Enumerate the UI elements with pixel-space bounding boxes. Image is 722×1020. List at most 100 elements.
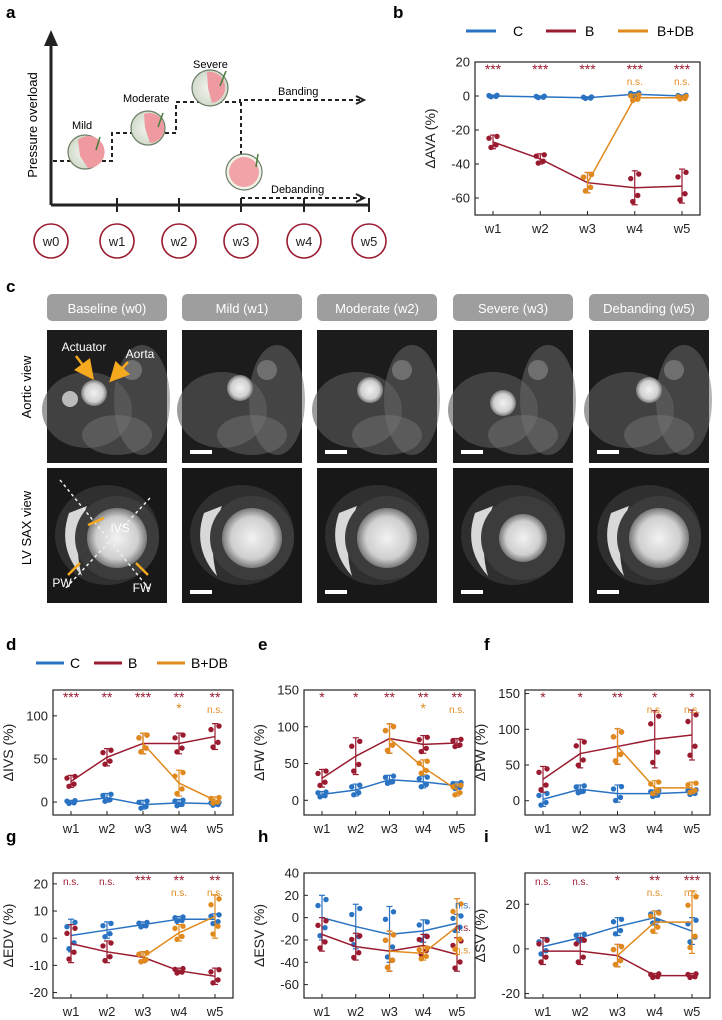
data-point: [612, 931, 619, 937]
y-axis-label: ΔAVA (%): [422, 108, 438, 168]
sig-top-1: n.s.: [572, 877, 588, 888]
x-tick-label-w4: w4: [645, 1004, 663, 1019]
sig-bot-3: n.s.: [647, 888, 663, 899]
x-tick-label-w2: w2: [98, 821, 116, 836]
aorta-label: Aorta: [126, 347, 155, 361]
data-point: [107, 931, 113, 937]
sig-top-0: *: [540, 689, 546, 705]
y-tick-label: 0: [513, 793, 520, 808]
y-tick-label: 50: [506, 758, 520, 773]
data-point: [416, 760, 422, 766]
data-point: [575, 959, 581, 965]
y-axis-label: ΔIVS (%): [0, 724, 16, 782]
sig-top-3: **: [649, 872, 660, 888]
data-point: [692, 933, 698, 939]
data-point: [357, 905, 363, 912]
data-point: [174, 918, 180, 925]
data-point: [100, 943, 106, 949]
legend-b: C B B+DB: [466, 23, 694, 39]
stage-mild-label: Mild: [72, 120, 92, 132]
data-point: [450, 915, 456, 922]
week-label-w3: w3: [232, 234, 250, 249]
data-point: [349, 784, 355, 790]
data-point: [138, 749, 144, 755]
x-tick-label-w2: w2: [98, 1004, 116, 1019]
data-point: [384, 954, 391, 960]
sig-top-3: **: [174, 872, 185, 888]
ivs-arrow: [87, 516, 105, 527]
data-point: [488, 93, 494, 100]
data-point: [650, 790, 656, 797]
data-point: [416, 736, 422, 743]
data-point: [66, 946, 72, 952]
data-point: [71, 949, 77, 955]
data-point: [575, 762, 581, 768]
x-tick-label-w4: w4: [170, 821, 188, 836]
data-point: [610, 946, 617, 953]
data-point: [215, 918, 221, 925]
x-tick-label-w3: w3: [608, 821, 626, 836]
data-point: [424, 933, 430, 940]
data-point: [349, 911, 355, 918]
lvsax-image-1: [182, 468, 302, 603]
legend-d-b: B: [128, 655, 137, 671]
data-point: [617, 927, 624, 934]
panel-letter-f: f: [484, 635, 490, 654]
x-tick-label-w5: w5: [206, 1004, 224, 1019]
data-point: [423, 767, 429, 774]
data-point: [618, 729, 625, 735]
y-tick-label: 100: [277, 719, 299, 734]
data-point: [108, 747, 114, 753]
data-point: [208, 726, 214, 733]
data-point: [494, 133, 500, 140]
data-point: [683, 169, 689, 176]
data-point: [317, 933, 323, 939]
data-point: [357, 782, 363, 788]
data-point: [72, 773, 78, 780]
data-point: [457, 924, 463, 930]
data-point: [317, 945, 323, 951]
aortic-image-0: [42, 330, 170, 463]
x-tick-label-w2: w2: [346, 821, 364, 836]
x-tick-label-w2: w2: [571, 821, 589, 836]
side-label-2: n.s.: [455, 945, 471, 956]
data-point: [538, 951, 544, 957]
series-b: [486, 133, 689, 206]
legend-d-bdb: B+DB: [191, 655, 228, 671]
data-point: [216, 966, 222, 973]
sig-top-3: ***: [627, 61, 644, 77]
data-point: [580, 757, 586, 763]
data-point: [648, 781, 654, 787]
sig-top-1: *: [353, 689, 359, 705]
sig-top-1: *: [578, 689, 584, 705]
dotted-line-2: [63, 497, 151, 591]
data-point: [617, 957, 624, 964]
x-tick-label-w5: w5: [683, 1004, 701, 1019]
sig-top-0: *: [319, 689, 325, 705]
data-point: [351, 768, 357, 774]
data-point: [636, 171, 642, 177]
data-point: [100, 922, 106, 929]
week-label-w1: w1: [108, 234, 126, 249]
data-point: [172, 798, 178, 804]
panel-a-ylabel: Pressure overload: [25, 72, 40, 178]
heart-moderate-icon: [130, 110, 166, 146]
data-point: [683, 93, 689, 100]
data-point: [382, 727, 389, 734]
data-point: [450, 784, 456, 790]
data-point: [677, 197, 683, 203]
data-point: [630, 97, 636, 104]
legend-d-c: C: [70, 655, 80, 671]
data-point: [452, 965, 458, 971]
panel-letter-b: b: [393, 3, 403, 22]
sig-top-4: **: [210, 872, 221, 888]
data-point: [457, 789, 463, 796]
data-point: [457, 959, 463, 965]
y-axis-label: ΔFW (%): [251, 724, 267, 781]
data-point: [384, 964, 391, 971]
data-point: [216, 896, 222, 902]
pw-arrow: [67, 562, 81, 576]
lvsax-image-3: [453, 468, 573, 603]
data-point: [538, 959, 544, 965]
